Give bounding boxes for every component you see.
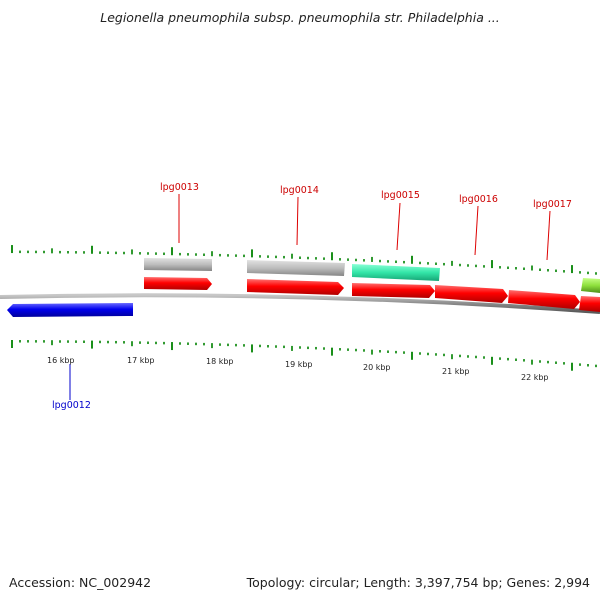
- scale-label-18kbp: 18 kbp: [206, 357, 234, 366]
- gene-lpg0017-arrow[interactable]: [508, 290, 580, 309]
- feature-teal[interactable]: [352, 264, 440, 281]
- gene-label-lpg0012[interactable]: lpg0012: [52, 400, 91, 411]
- gene-lpg0012-arrow[interactable]: [7, 303, 133, 317]
- accession-text: Accession: NC_002942: [9, 575, 152, 590]
- gene-label-lpg0013[interactable]: lpg0013: [160, 182, 199, 193]
- map-title: Legionella pneumophila subsp. pneumophil…: [100, 10, 500, 25]
- gene-next-arrow[interactable]: [579, 296, 600, 312]
- feature-gray-1[interactable]: [144, 258, 212, 271]
- gene-lpg0016-arrow[interactable]: [435, 285, 508, 303]
- gene-lpg0015-arrow[interactable]: [352, 283, 435, 298]
- lpg0016-connector: [474, 205, 479, 256]
- scale-label-17kbp: 17 kbp: [127, 356, 155, 365]
- scale-label-21kbp: 21 kbp: [442, 367, 470, 376]
- lpg0014-connector: [296, 196, 299, 246]
- lpg0017-connector: [546, 210, 551, 261]
- genome-stats-text: Topology: circular; Length: 3,397,754 bp…: [246, 575, 590, 590]
- inner-tick-ring: [11, 340, 597, 371]
- gene-lpg0013-arrow[interactable]: [144, 277, 212, 290]
- gene-lpg0014-arrow[interactable]: [247, 279, 344, 295]
- scale-label-20kbp: 20 kbp: [363, 363, 391, 372]
- scale-label-19kbp: 19 kbp: [285, 360, 313, 369]
- gene-label-lpg0016[interactable]: lpg0016: [459, 194, 498, 205]
- gene-label-lpg0014[interactable]: lpg0014: [280, 185, 319, 196]
- scale-label-16kbp: 16 kbp: [47, 356, 75, 365]
- lpg0015-connector: [396, 202, 401, 251]
- scale-label-22kbp: 22 kbp: [521, 373, 549, 382]
- genome-backbone: [0, 293, 600, 314]
- gene-label-lpg0017[interactable]: lpg0017: [533, 199, 572, 210]
- feature-lime[interactable]: [581, 278, 600, 293]
- feature-gray-2[interactable]: [247, 260, 345, 276]
- outer-tick-ring: [11, 245, 597, 275]
- gene-label-lpg0015[interactable]: lpg0015: [381, 190, 420, 201]
